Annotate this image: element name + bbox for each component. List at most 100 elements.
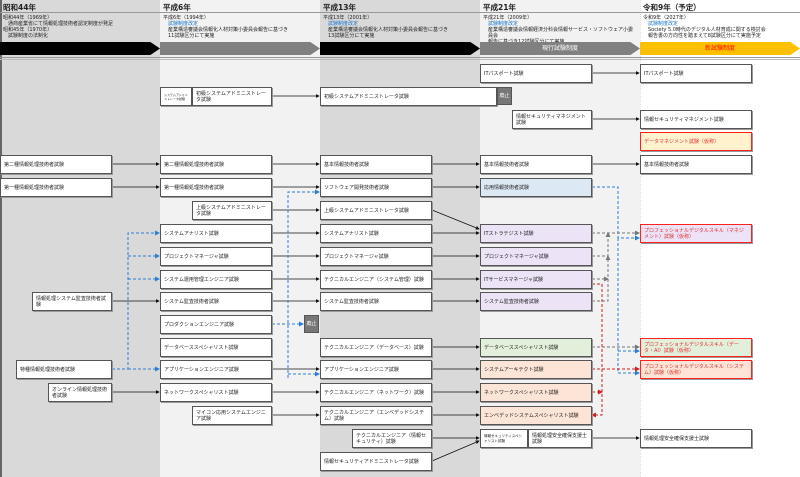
era-line: 試験制度改定 xyxy=(648,21,679,27)
exam-box: 情報セキュリティスペシャリスト試験 xyxy=(480,429,528,448)
exam-box: アプリケーションエンジニア試験 xyxy=(320,360,432,379)
exam-box: 情報処理システム監査技術者試験 xyxy=(32,292,112,311)
exam-box: データベーススペシャリスト試験 xyxy=(480,338,592,357)
era-description: 平成6年（1994年） 試験制度改定 産業構造審議会情報化人材対策小委員会報告に… xyxy=(160,14,320,42)
connector-arrow xyxy=(112,230,160,370)
exam-box: 基本情報技術者試験 xyxy=(480,155,592,174)
era-line: 試験制度改定 xyxy=(168,21,199,27)
era-year-title: 平成21年 xyxy=(480,0,640,13)
era-line: 試験制度改定 xyxy=(328,21,359,27)
exam-box: 情報セキュリティマネジメント試験 xyxy=(512,110,592,129)
era-line: 昭和45年（1970年） xyxy=(3,27,53,33)
exam-box: システム運用管理エンジニア試験 xyxy=(160,270,272,289)
exam-box: 初級システムアドミニストレータ試験 xyxy=(320,87,497,106)
exam-box: プロジェクトマネージャ試験 xyxy=(320,247,432,266)
exam-box: 第二種情報処理技術者試験 xyxy=(160,155,272,174)
exam-box: システム監査技術者試験 xyxy=(480,292,592,311)
era-line: 産業構造審議会情報化人材対策小委員会報告に基づき xyxy=(168,27,289,33)
new-exam-box: プロフェッショナルデジタルスキル（データ・AI）試験（仮称） xyxy=(640,338,752,357)
discontinued-badge: 廃止 xyxy=(304,315,319,333)
exam-box: 初級システムアドミニストレータ試験 xyxy=(192,87,272,106)
exam-box: アプリケーションエンジニア試験 xyxy=(160,360,272,379)
exam-box: システム監査技術者試験 xyxy=(320,292,432,311)
exam-box: ITストラテジスト試験 xyxy=(480,224,592,243)
exam-box: テクニカルエンジニア（システム管理）試験 xyxy=(320,270,432,289)
exam-box: エンベデッドシステムスペシャリスト試験 xyxy=(480,406,592,425)
era-band-arrow: 新試験制度 xyxy=(640,42,800,55)
era-band-arrow xyxy=(0,42,160,55)
exam-box: 基本情報技術者試験 xyxy=(320,155,432,174)
connector-arrow xyxy=(431,440,480,462)
era-year-title: 平成13年 xyxy=(320,0,480,13)
era-date: 平成21年（2009年） xyxy=(483,15,533,21)
exam-box-small-label: システムアドミニストレータ試験 xyxy=(160,87,192,106)
exam-box: データベーススペシャリスト試験 xyxy=(160,338,272,357)
exam-box: 基本情報技術者試験 xyxy=(640,155,752,174)
exam-box: システム監査技術者試験 xyxy=(160,292,272,311)
era-year-title: 令和9年（予定） xyxy=(640,0,800,13)
exam-box: 情報セキュリティマネジメント試験 xyxy=(640,110,752,129)
era-line: 産業構造審議会情報化人材対策小委員会報告に基づき xyxy=(328,27,449,33)
exam-box: 上級システムアドミニストレータ試験 xyxy=(320,201,432,220)
era-date: 昭和44年（1969年） xyxy=(3,15,53,21)
discontinued-badge: 廃止 xyxy=(497,87,512,105)
connector-arrow xyxy=(617,238,640,376)
exam-box: プロジェクトマネージャ試験 xyxy=(160,247,272,266)
header-divider xyxy=(0,57,800,60)
era-description: 昭和44年（1969年） 通商産業省にて情報処理技術者認定制度が発足 昭和45年… xyxy=(0,14,160,42)
era-line: 報告書の方向性を踏まえて8試験区分にて実施予定 xyxy=(648,33,761,39)
connector-arrow xyxy=(287,189,320,378)
exam-box: システムアーキテクト試験 xyxy=(480,360,592,379)
era-line: 試験制度の法制化 xyxy=(8,33,49,39)
era-date: 平成6年（1994年） xyxy=(163,15,209,21)
exam-box: ネットワークスペシャリスト試験 xyxy=(160,383,272,402)
exam-box: オンライン情報処理技術者試験 xyxy=(48,383,112,402)
exam-box: ITパスポート試験 xyxy=(640,64,752,83)
connector-arrow xyxy=(592,232,611,257)
exam-box: 情報処理安全確保支援士試験 xyxy=(528,429,592,448)
era-description: 令和9年（2027年） 試験制度改定 Society 5.0時代のデジタル人材育… xyxy=(640,14,800,42)
era-line: 通商産業省にて情報処理技術者認定制度が発足 xyxy=(8,21,114,27)
new-exam-box: プロフェッショナルデジタルスキル（マネジメント）試験（仮称） xyxy=(640,224,752,243)
exam-box: 情報セキュリティアドミニストレータ試験 xyxy=(320,452,432,471)
era-year-title: 平成6年 xyxy=(160,0,320,13)
era-line: 11試験区分にて実施 xyxy=(168,33,215,39)
era-year-title: 昭和44年 xyxy=(0,0,160,13)
era-description: 平成13年（2001年） 試験制度改定 産業構造審議会情報化人材対策小委員会報告… xyxy=(320,14,480,42)
exam-box: システムアナリスト試験 xyxy=(320,224,432,243)
exam-box: テクニカルエンジニア（エンベデッドシステム）試験 xyxy=(320,406,432,425)
exam-box: 特種情報処理技術者試験 xyxy=(16,360,112,379)
exam-box: マイコン応用システムエンジニア試験 xyxy=(192,406,272,425)
connector-arrow xyxy=(431,209,480,230)
era-band-arrow xyxy=(160,42,320,55)
exam-box: ITパスポート試験 xyxy=(480,64,592,83)
era-line: 試験制度改定 xyxy=(488,21,519,27)
era-date: 令和9年（2027年） xyxy=(643,15,689,21)
exam-box: 上級システムアドミニストレータ試験 xyxy=(192,201,272,220)
exam-box: テクニカルエンジニア（ネットワーク）試験 xyxy=(320,383,432,402)
exam-box: ネットワークスペシャリスト試験 xyxy=(480,383,592,402)
exam-box: プロジェクトマネージャ試験 xyxy=(480,247,592,266)
exam-box: 第二種情報処理技術者試験 xyxy=(0,155,112,174)
exam-box: システムアナリスト試験 xyxy=(160,224,272,243)
connector-arrow xyxy=(592,255,611,302)
exam-box: ソフトウェア開発技術者試験 xyxy=(320,178,432,197)
exam-box: 第一種情報処理技術者試験 xyxy=(160,178,272,197)
new-exam-box: データマネジメント試験（仮称） xyxy=(640,132,752,151)
exam-box: テクニカルエンジニア（情報セキュリティ）試験 xyxy=(352,429,432,448)
exam-box: 情報処理安全確保支援士試験 xyxy=(640,429,752,448)
exam-box: 応用情報技術者試験 xyxy=(480,178,592,197)
exam-box: プロダクションエンジニア試験 xyxy=(160,315,272,334)
connector-arrow xyxy=(591,283,603,418)
exam-box: テクニカルエンジニア（データベース）試験 xyxy=(320,338,432,357)
exam-box: 第一種情報処理技術者試験 xyxy=(0,178,112,197)
exam-box: ITサービスマネージャ試験 xyxy=(480,270,592,289)
era-date: 平成13年（2001年） xyxy=(323,15,373,21)
era-band-arrow xyxy=(320,42,480,55)
era-band-arrow: 現行試験制度 xyxy=(480,42,640,55)
era-line: 産業構造審議会情報経済分科会情報サービス・ソフトウェア小委員会 xyxy=(488,27,634,39)
new-exam-box: プロフェッショナルデジタルスキル（システム）試験（仮称） xyxy=(640,360,752,379)
era-line: Society 5.0時代のデジタル人材育成に関する検討会 xyxy=(648,27,766,33)
connector-arrow xyxy=(592,186,640,241)
